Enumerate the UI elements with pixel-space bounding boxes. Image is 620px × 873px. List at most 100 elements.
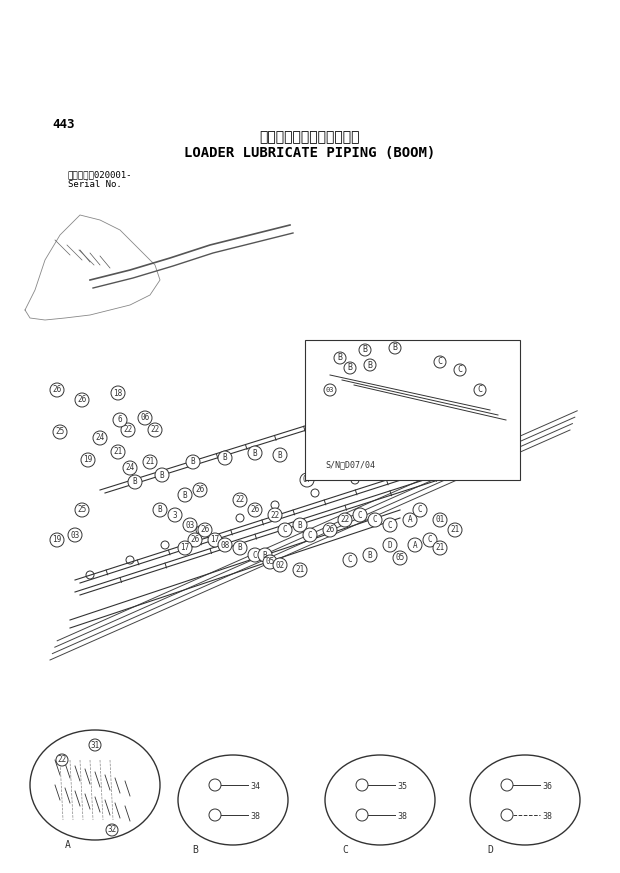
Circle shape (50, 533, 64, 547)
Circle shape (121, 423, 135, 437)
Circle shape (50, 383, 64, 397)
Circle shape (208, 533, 222, 547)
Circle shape (474, 384, 486, 396)
Text: 25: 25 (78, 505, 87, 514)
Circle shape (359, 344, 371, 356)
Circle shape (258, 548, 272, 562)
Circle shape (183, 518, 197, 532)
Circle shape (303, 528, 317, 542)
Circle shape (293, 518, 307, 532)
Text: Serial No.: Serial No. (68, 180, 122, 189)
Circle shape (178, 488, 192, 502)
Text: 24: 24 (125, 464, 135, 472)
Text: 適用号機　020001-: 適用号機 020001- (68, 170, 133, 179)
Circle shape (454, 364, 466, 376)
Text: 21: 21 (145, 457, 154, 466)
Text: 03: 03 (326, 387, 334, 393)
Circle shape (148, 423, 162, 437)
Text: 22: 22 (151, 425, 159, 435)
Text: LOADER LUBRICATE PIPING (BOOM): LOADER LUBRICATE PIPING (BOOM) (184, 146, 436, 160)
Text: B: B (298, 520, 303, 530)
Circle shape (413, 503, 427, 517)
Text: 01: 01 (435, 515, 445, 525)
Text: 05: 05 (396, 553, 405, 562)
Text: 03: 03 (71, 531, 79, 540)
Text: B: B (253, 449, 257, 457)
Text: A: A (65, 840, 71, 850)
Text: B: B (237, 544, 242, 553)
Circle shape (188, 533, 202, 547)
Circle shape (89, 739, 101, 751)
Circle shape (193, 483, 207, 497)
Circle shape (273, 558, 287, 572)
Text: 19: 19 (83, 456, 92, 464)
Text: C: C (388, 520, 392, 530)
Text: C: C (253, 551, 257, 560)
Text: B: B (160, 471, 164, 479)
Circle shape (93, 431, 107, 445)
Text: 6: 6 (118, 416, 122, 424)
Circle shape (178, 541, 192, 555)
Text: 07: 07 (303, 476, 312, 485)
Text: 22: 22 (58, 755, 66, 765)
Circle shape (75, 393, 89, 407)
Circle shape (273, 448, 287, 462)
Text: 26: 26 (78, 395, 87, 404)
Circle shape (248, 503, 262, 517)
Text: B: B (368, 551, 373, 560)
Circle shape (143, 455, 157, 469)
Text: C: C (428, 535, 432, 545)
Circle shape (75, 503, 89, 517)
Circle shape (434, 356, 446, 368)
Text: 18: 18 (113, 388, 123, 397)
Text: D: D (388, 540, 392, 549)
Text: B: B (157, 505, 162, 514)
Circle shape (248, 548, 262, 562)
Text: 19: 19 (52, 535, 61, 545)
Circle shape (218, 451, 232, 465)
Text: C: C (458, 366, 463, 375)
Text: 21: 21 (113, 448, 123, 457)
Text: B: B (223, 453, 228, 463)
Text: 24: 24 (95, 434, 105, 443)
Circle shape (364, 359, 376, 371)
Text: C: C (418, 505, 422, 514)
Circle shape (263, 555, 277, 569)
Circle shape (403, 513, 417, 527)
Circle shape (68, 528, 82, 542)
Circle shape (218, 538, 232, 552)
Text: 22: 22 (123, 425, 133, 435)
Circle shape (56, 754, 68, 766)
Circle shape (111, 386, 125, 400)
Circle shape (268, 508, 282, 522)
Circle shape (113, 413, 127, 427)
Text: 26: 26 (200, 526, 210, 534)
Circle shape (128, 475, 142, 489)
Circle shape (300, 473, 314, 487)
Text: 22: 22 (236, 496, 245, 505)
Text: 25: 25 (55, 428, 64, 436)
Circle shape (278, 523, 292, 537)
Text: 26: 26 (190, 535, 200, 545)
Text: B: B (392, 343, 397, 353)
Circle shape (186, 455, 200, 469)
Text: 38: 38 (542, 812, 552, 821)
Circle shape (233, 493, 247, 507)
Text: B: B (278, 450, 282, 459)
Circle shape (168, 508, 182, 522)
Text: ローダ給脂配管（ブーム）: ローダ給脂配管（ブーム） (260, 130, 360, 144)
Text: 17: 17 (180, 544, 190, 553)
Circle shape (153, 503, 167, 517)
Circle shape (433, 513, 447, 527)
Text: 02: 02 (275, 560, 285, 569)
Text: B: B (133, 478, 137, 486)
Text: 17: 17 (210, 535, 219, 545)
Circle shape (248, 446, 262, 460)
Circle shape (198, 523, 212, 537)
Circle shape (408, 538, 422, 552)
Text: C: C (308, 531, 312, 540)
Text: 38: 38 (250, 812, 260, 821)
Text: C: C (283, 526, 287, 534)
Circle shape (383, 518, 397, 532)
Text: 21: 21 (450, 526, 459, 534)
